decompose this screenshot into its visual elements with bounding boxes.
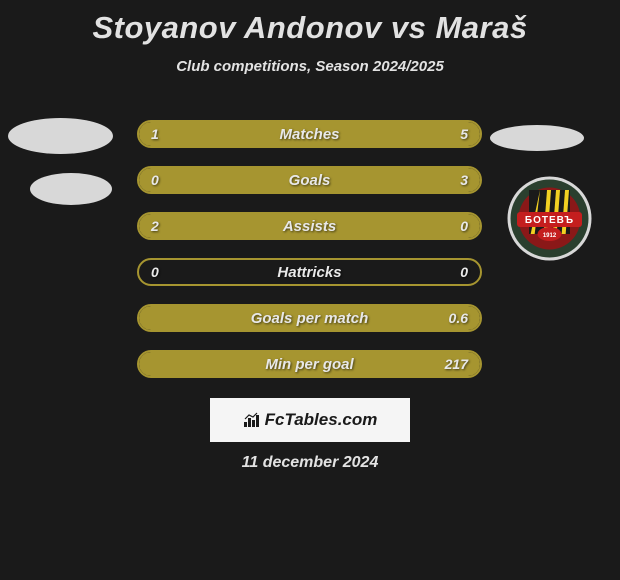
stat-value-right: 0 (460, 214, 468, 238)
stat-row: Matches1 5 (137, 120, 482, 148)
stat-label: Goals per match (139, 306, 480, 330)
stat-row: Min per goal217 (137, 350, 482, 378)
stat-value-left: 0 (151, 168, 159, 192)
subtitle: Club competitions, Season 2024/2025 (0, 58, 620, 75)
stat-label: Matches (139, 122, 480, 146)
stat-value-right: 0 (460, 260, 468, 284)
player-left-oval-1 (8, 118, 113, 154)
stat-row: Assists2 0 (137, 212, 482, 240)
date-label: 11 december 2024 (0, 454, 620, 472)
fctables-label: FcTables.com (265, 410, 378, 430)
stat-row: Goals0 3 (137, 166, 482, 194)
svg-text:БОТЕВЪ: БОТЕВЪ (525, 215, 574, 226)
stat-value-left: 2 (151, 214, 159, 238)
stat-label: Min per goal (139, 352, 480, 376)
stat-value-right: 217 (445, 352, 468, 376)
stat-label: Hattricks (139, 260, 480, 284)
stat-value-left: 0 (151, 260, 159, 284)
stat-value-right: 5 (460, 122, 468, 146)
stat-value-left: 1 (151, 122, 159, 146)
svg-text:1912: 1912 (543, 233, 557, 239)
chart-icon (243, 412, 261, 428)
stats-comparison-chart: Matches15Goals03Assists20Hattricks00Goal… (137, 120, 482, 396)
stat-value-right: 0.6 (449, 306, 468, 330)
stat-row: Goals per match0.6 (137, 304, 482, 332)
stat-label: Assists (139, 214, 480, 238)
stat-row: Hattricks0 0 (137, 258, 482, 286)
stat-value-right: 3 (460, 168, 468, 192)
fctables-attribution: FcTables.com (210, 398, 410, 442)
page-title: Stoyanov Andonov vs Maraš (0, 0, 620, 46)
player-right-oval (490, 125, 584, 151)
team-badge-right: БОТЕВЪ 1912 (507, 176, 592, 261)
stat-label: Goals (139, 168, 480, 192)
player-left-oval-2 (30, 173, 112, 205)
